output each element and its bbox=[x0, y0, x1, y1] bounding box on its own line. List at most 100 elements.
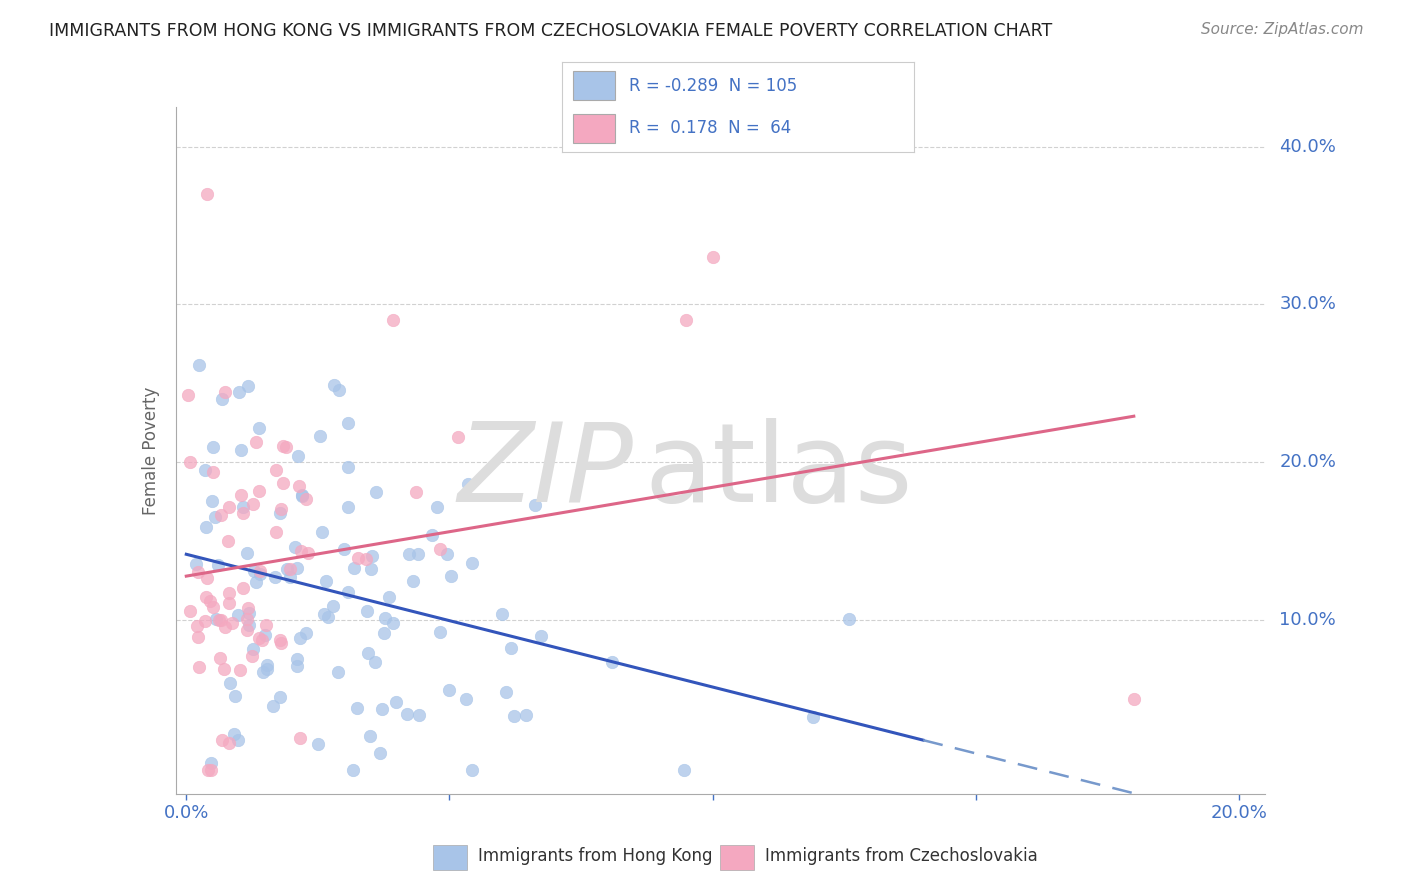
Point bbox=[184, 558, 207, 572]
Point bbox=[247, 484, 270, 499]
Point bbox=[702, 250, 724, 264]
Point bbox=[457, 476, 479, 491]
Y-axis label: Female Poverty: Female Poverty bbox=[142, 386, 160, 515]
Point bbox=[285, 561, 308, 575]
Point bbox=[218, 586, 240, 600]
Point bbox=[218, 675, 240, 690]
Text: atlas: atlas bbox=[644, 417, 912, 524]
Point bbox=[245, 574, 267, 589]
Point bbox=[440, 569, 463, 583]
Point bbox=[179, 604, 201, 618]
Point bbox=[328, 665, 350, 679]
Point bbox=[356, 552, 378, 566]
Point bbox=[295, 491, 318, 506]
Point bbox=[297, 546, 319, 560]
Point bbox=[236, 612, 259, 626]
Point bbox=[229, 664, 252, 678]
Point bbox=[187, 565, 209, 579]
Point bbox=[238, 606, 260, 620]
Point bbox=[287, 450, 309, 464]
Point bbox=[187, 358, 209, 372]
Text: 20.0%: 20.0% bbox=[1279, 453, 1336, 471]
Point bbox=[202, 599, 225, 614]
Point bbox=[672, 763, 695, 777]
Point bbox=[236, 624, 259, 638]
Point bbox=[247, 631, 270, 645]
Point bbox=[226, 732, 249, 747]
Point bbox=[270, 502, 292, 516]
Point bbox=[364, 656, 387, 670]
Point bbox=[194, 463, 217, 477]
Point bbox=[207, 558, 229, 573]
Point bbox=[361, 549, 384, 564]
Point bbox=[447, 430, 470, 444]
Point bbox=[288, 731, 311, 745]
Point bbox=[295, 626, 318, 640]
Point bbox=[315, 574, 337, 589]
Point bbox=[218, 500, 240, 515]
Point bbox=[194, 614, 217, 628]
Text: Immigrants from Czechoslovakia: Immigrants from Czechoslovakia bbox=[765, 847, 1038, 865]
Point bbox=[337, 585, 360, 599]
Point bbox=[307, 737, 329, 751]
Point bbox=[208, 613, 231, 627]
Point bbox=[264, 463, 287, 477]
Point bbox=[276, 562, 298, 576]
Point bbox=[200, 756, 222, 770]
Text: 40.0%: 40.0% bbox=[1279, 137, 1336, 155]
Point bbox=[359, 729, 381, 743]
Point bbox=[240, 648, 263, 663]
Point bbox=[232, 581, 254, 595]
Point bbox=[209, 613, 232, 627]
Point bbox=[284, 540, 307, 554]
Point bbox=[245, 434, 267, 449]
Point bbox=[461, 763, 484, 777]
Point bbox=[262, 699, 284, 714]
Point bbox=[217, 533, 239, 548]
Point bbox=[600, 655, 623, 669]
Point bbox=[368, 746, 391, 760]
Point bbox=[357, 646, 380, 660]
Point bbox=[226, 607, 249, 622]
Point bbox=[495, 685, 517, 699]
Point bbox=[195, 571, 218, 585]
Point bbox=[271, 439, 294, 453]
Point bbox=[838, 612, 860, 626]
Point bbox=[395, 707, 418, 722]
Point bbox=[214, 384, 236, 399]
Point bbox=[1122, 692, 1144, 706]
Point bbox=[205, 612, 228, 626]
Point bbox=[218, 736, 240, 750]
Point bbox=[285, 659, 308, 673]
Point bbox=[356, 604, 378, 618]
Point bbox=[264, 524, 287, 539]
Point bbox=[322, 599, 344, 613]
Point bbox=[269, 506, 291, 520]
Point bbox=[197, 763, 219, 777]
Text: IMMIGRANTS FROM HONG KONG VS IMMIGRANTS FROM CZECHOSLOVAKIA FEMALE POVERTY CORRE: IMMIGRANTS FROM HONG KONG VS IMMIGRANTS … bbox=[49, 22, 1053, 40]
Point bbox=[242, 564, 264, 578]
Point bbox=[214, 620, 236, 634]
Point bbox=[454, 691, 477, 706]
Point bbox=[426, 500, 449, 515]
Text: ZIP: ZIP bbox=[457, 417, 633, 524]
Point bbox=[274, 440, 297, 454]
Point bbox=[364, 485, 387, 500]
Point bbox=[343, 561, 366, 575]
Point bbox=[342, 763, 364, 777]
Point bbox=[675, 313, 697, 327]
Point bbox=[221, 616, 243, 631]
Point bbox=[437, 683, 460, 698]
Point bbox=[316, 610, 339, 624]
Point bbox=[529, 629, 551, 643]
FancyBboxPatch shape bbox=[720, 846, 754, 870]
Point bbox=[204, 509, 226, 524]
Text: 30.0%: 30.0% bbox=[1279, 295, 1336, 313]
Point bbox=[231, 442, 253, 457]
Text: 10.0%: 10.0% bbox=[1279, 611, 1336, 629]
Point bbox=[209, 650, 232, 665]
Point bbox=[291, 488, 314, 502]
Point bbox=[247, 421, 270, 435]
Point bbox=[256, 662, 278, 676]
Point bbox=[263, 570, 285, 584]
